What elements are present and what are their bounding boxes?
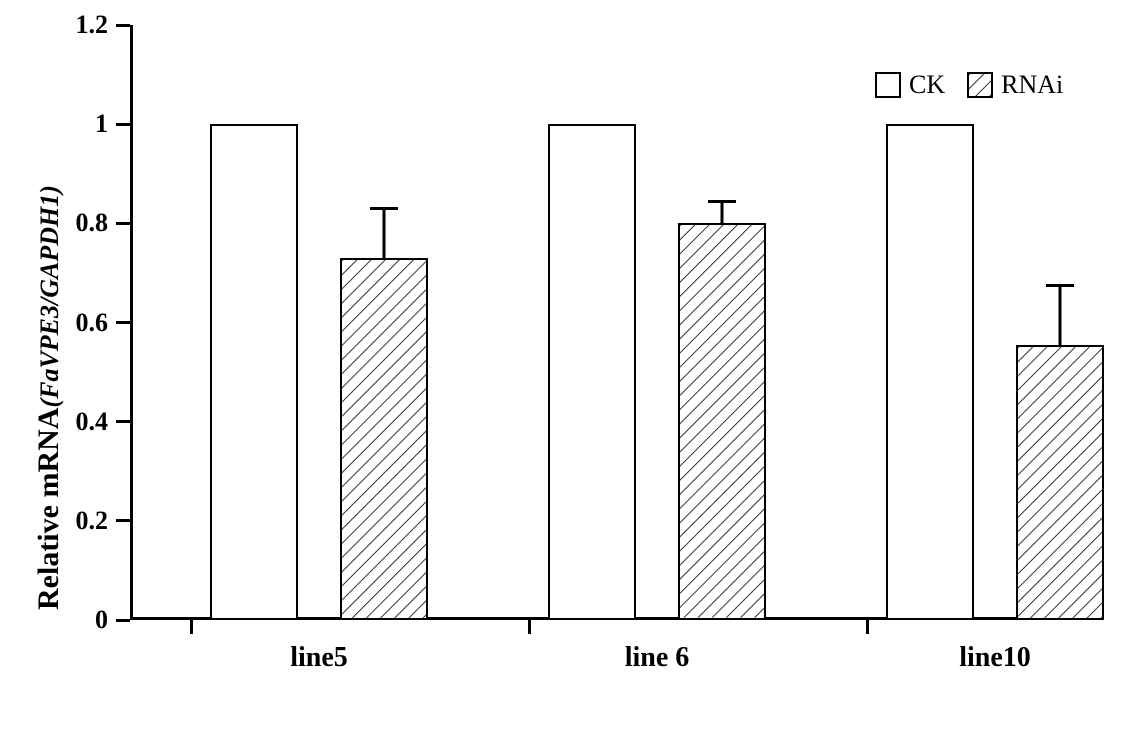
xtick-mark (190, 620, 193, 634)
legend-label-rnai: RNAi (1001, 70, 1063, 100)
ytick-mark (116, 321, 130, 324)
ytick-label: 0.6 (0, 308, 108, 338)
legend-item-rnai: RNAi (967, 70, 1063, 100)
ytick-label: 0 (0, 605, 108, 635)
xtick-mark (528, 620, 531, 634)
ytick-label: 0.8 (0, 208, 108, 238)
bar-ck (886, 124, 974, 620)
ytick-mark (116, 420, 130, 423)
errorbar-cap (370, 207, 398, 210)
ytick-mark (116, 24, 130, 27)
ytick-label: 0.4 (0, 407, 108, 437)
xtick-label: line10 (959, 642, 1031, 674)
ytick-label: 1.2 (0, 10, 108, 40)
legend: CK RNAi (875, 70, 1063, 100)
legend-swatch-ck (875, 72, 901, 98)
y-axis-label: Relative mRNA(FaVPE3/GAPDH1) (32, 185, 66, 610)
errorbar-stem (383, 208, 386, 258)
errorbar-stem (1059, 285, 1062, 345)
errorbar-stem (721, 201, 724, 223)
bar-ck (548, 124, 636, 620)
errorbar-cap (708, 200, 736, 203)
bar-rnai (1016, 345, 1104, 620)
ytick-mark (116, 123, 130, 126)
xtick-label: line 6 (625, 642, 690, 674)
ytick-mark (116, 222, 130, 225)
chart-container: Relative mRNA(FaVPE3/GAPDH1) CK RNAi 0 0.… (0, 0, 1139, 741)
ytick-mark (116, 619, 130, 622)
legend-swatch-rnai (967, 72, 993, 98)
bar-rnai (678, 223, 766, 620)
xtick-mark (866, 620, 869, 634)
ytick-label: 0.2 (0, 506, 108, 536)
ytick-mark (116, 519, 130, 522)
ytick-label: 1 (0, 109, 108, 139)
xtick-label: line5 (290, 642, 348, 674)
bar-ck (210, 124, 298, 620)
legend-item-ck: CK (875, 70, 945, 100)
errorbar-cap (1046, 284, 1074, 287)
legend-label-ck: CK (909, 70, 945, 100)
bar-rnai (340, 258, 428, 620)
